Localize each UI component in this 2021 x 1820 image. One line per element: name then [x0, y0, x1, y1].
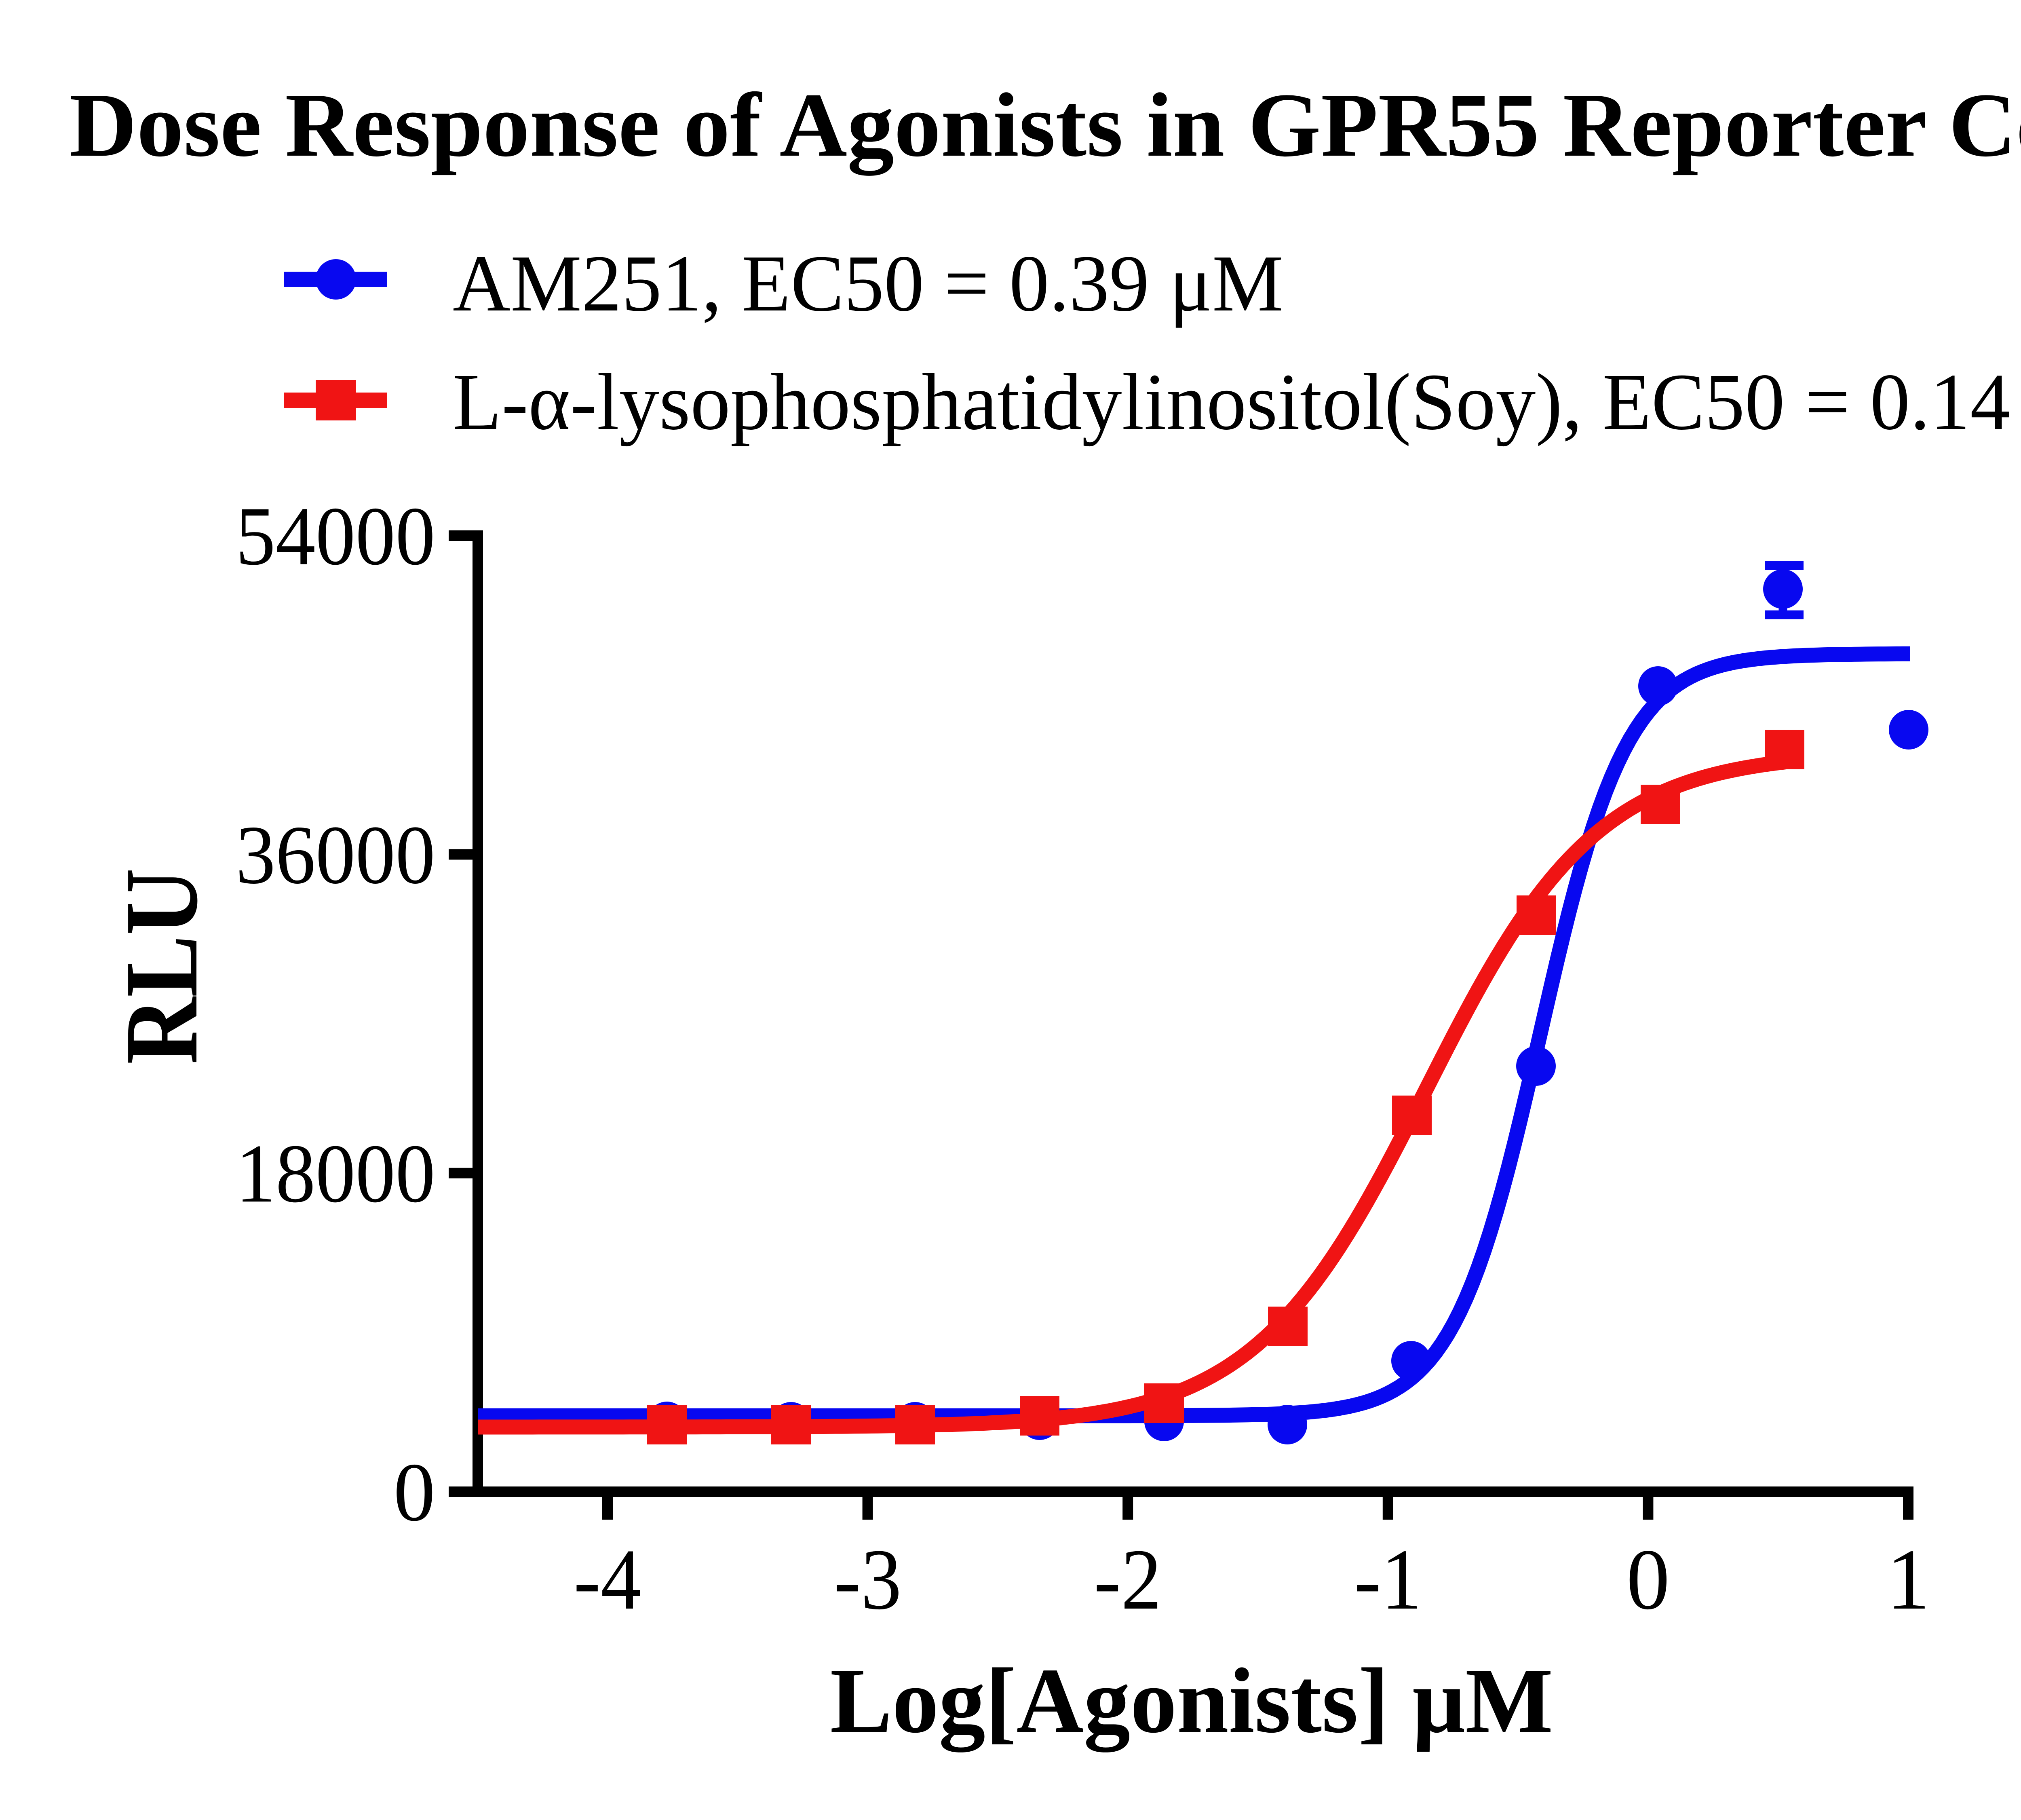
svg-text:18000: 18000	[236, 1127, 435, 1220]
svg-text:Dose Response of Agonists in G: Dose Response of Agonists in GPR55 Repor…	[69, 74, 2021, 176]
svg-text:-4: -4	[574, 1531, 641, 1628]
svg-text:0: 0	[1627, 1531, 1670, 1628]
svg-text:54000: 54000	[236, 490, 435, 583]
svg-text:-1: -1	[1354, 1531, 1422, 1628]
svg-text:-2: -2	[1094, 1531, 1162, 1628]
svg-text:36000: 36000	[236, 809, 435, 901]
svg-text:AM251, EC50 = 0.39 μM: AM251, EC50 = 0.39 μM	[453, 239, 1283, 328]
svg-text:RLU: RLU	[103, 868, 219, 1064]
svg-text:Log[Agonists] μM: Log[Agonists] μM	[830, 1649, 1553, 1752]
svg-text:-3: -3	[834, 1531, 902, 1628]
svg-text:0: 0	[394, 1446, 436, 1539]
svg-text:L-α-lysophosphatidylinositol(S: L-α-lysophosphatidylinositol(Soy), EC50 …	[453, 357, 2021, 447]
svg-text:1: 1	[1886, 1531, 1930, 1628]
